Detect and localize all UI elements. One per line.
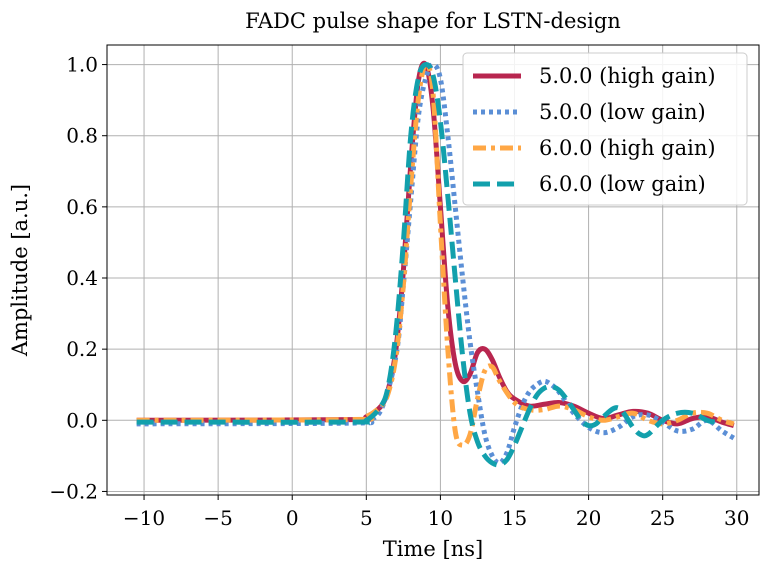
y-axis-label: Amplitude [a.u.] (8, 184, 32, 357)
legend-label-3: 6.0.0 (high gain) (539, 136, 716, 160)
x-tick-label: 25 (650, 506, 675, 530)
x-tick-label: −5 (203, 506, 232, 530)
x-tick-label: 10 (428, 506, 453, 530)
series-line-4 (136, 61, 716, 468)
y-tick-label: 0.6 (66, 195, 98, 219)
tick-layer: −10 −5 0 5 10 15 20 25 30 −0.2 0.0 0.2 0.4 0.6 0.8 1.0 (49, 53, 749, 530)
plot-frame (106, 44, 760, 496)
legend-frame (462, 52, 748, 206)
y-tick-label: 0.4 (66, 266, 98, 290)
series-layer (136, 60, 736, 468)
y-tick-label: −0.2 (49, 479, 98, 503)
x-tick-label: 0 (286, 506, 299, 530)
x-axis-label: Time [ns] (383, 537, 483, 561)
x-tick-label: 15 (502, 506, 527, 530)
y-tick-label: 1.0 (66, 53, 98, 77)
x-tick-label: 20 (576, 506, 601, 530)
y-tick-label: 0.8 (66, 124, 98, 148)
chart-title: FADC pulse shape for LSTN-design (245, 9, 621, 33)
legend-label-4: 6.0.0 (low gain) (539, 172, 706, 196)
legend: 5.0.0 (high gain) 5.0.0 (low gain) 6.0.0 (… (462, 52, 748, 206)
legend-label-2: 5.0.0 (low gain) (539, 100, 706, 124)
x-tick-label: 5 (360, 506, 373, 530)
x-tick-label: 30 (724, 506, 749, 530)
legend-label-1: 5.0.0 (high gain) (539, 64, 716, 88)
series-line-3 (136, 61, 735, 448)
y-tick-label: 0.0 (66, 408, 98, 432)
x-tick-label: −10 (123, 506, 165, 530)
y-tick-label: 0.2 (66, 337, 98, 361)
